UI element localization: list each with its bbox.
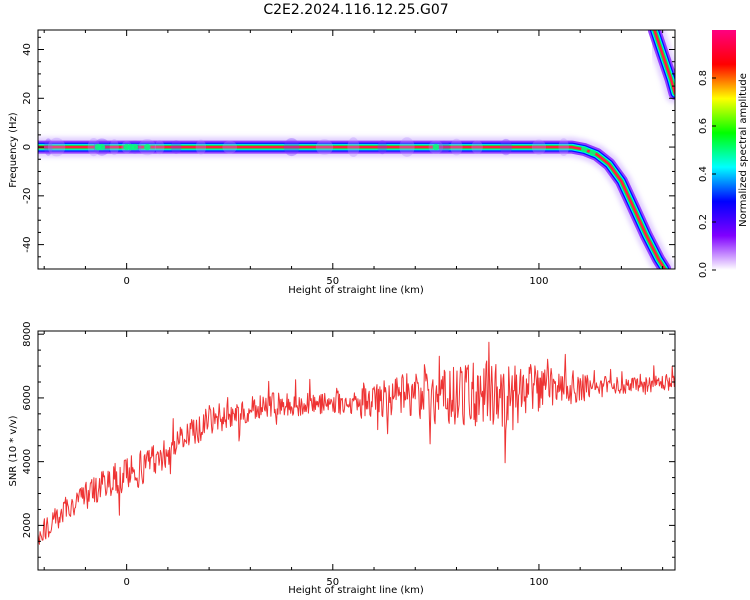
spectrum-blob xyxy=(531,139,547,155)
colorbar-ticks: 0.0 0.2 0.4 0.6 0.8 xyxy=(698,70,716,278)
spectrum-blob xyxy=(44,138,53,156)
snr-x-axis: 0 50 100 xyxy=(43,331,664,588)
colorbar-tick-label: 0.6 xyxy=(698,118,709,134)
x-tick-label: 0 xyxy=(123,276,129,287)
spectrum-spot xyxy=(589,149,596,156)
ridge-core xyxy=(38,145,666,269)
x-tick-label: 50 xyxy=(326,276,339,287)
spectrogram-x-axis-label: Height of straight line (km) xyxy=(288,285,424,296)
y-tick-label: 4000 xyxy=(22,449,33,474)
y-tick-label: 20 xyxy=(22,92,33,105)
snr-x-axis-label: Height of straight line (km) xyxy=(288,585,424,596)
spectrum-blob xyxy=(87,138,100,157)
y-tick-label: 8000 xyxy=(22,321,33,346)
y-tick-label: 6000 xyxy=(22,385,33,410)
x-tick-label: 50 xyxy=(326,577,339,588)
spectrum-blob xyxy=(347,137,360,158)
spectrogram-panel: 0 50 100 -40 -20 0 20 40 Height of straight li… xyxy=(8,29,676,296)
snr-panel: 0 50 100 2000 4000 6000 8000 Height of straig… xyxy=(8,321,676,596)
spectrum-blob xyxy=(438,140,450,154)
spectrum-blob xyxy=(377,140,388,155)
spectrum-spot xyxy=(131,143,139,151)
y-tick-label: 2000 xyxy=(22,513,33,538)
spectrum-blob xyxy=(109,139,119,156)
spectrogram-y-axis: -40 -20 0 20 40 xyxy=(22,36,675,258)
x-tick-label: 100 xyxy=(529,577,548,588)
colorbar: 0.0 0.2 0.4 0.6 0.8 Normalized spectral ampl… xyxy=(698,30,749,278)
colorbar-label: Normalized spectral amplitude xyxy=(738,73,749,227)
spectrum-spot xyxy=(144,143,151,151)
colorbar-tick-label: 0.8 xyxy=(698,70,709,86)
spectrum-blob xyxy=(283,138,300,157)
y-tick-label: 40 xyxy=(22,43,33,56)
snr-plot-area xyxy=(38,331,675,570)
spectrogram-y-axis-label: Frequency (Hz) xyxy=(8,112,19,188)
spectrum-blob xyxy=(450,138,463,156)
spectrogram-heatmap xyxy=(38,30,675,269)
colorbar-tick-label: 0.0 xyxy=(698,262,709,278)
spectrogram-x-axis: 0 50 100 xyxy=(43,30,664,287)
spectrum-blob xyxy=(500,138,512,156)
spectrum-blob xyxy=(195,139,207,155)
spectrum-blob xyxy=(154,140,165,155)
snr-y-axis-label: SNR (10 * v/v) xyxy=(8,415,19,486)
spectrum-blob xyxy=(222,140,237,154)
snr-frame xyxy=(37,330,676,571)
snr-y-axis: 2000 4000 6000 8000 xyxy=(22,321,675,558)
colorbar-tick-label: 0.4 xyxy=(698,166,709,182)
spectrum-blob xyxy=(47,137,66,157)
spectrum-blob xyxy=(471,140,483,155)
spectrum-spot xyxy=(581,146,588,153)
y-tick-label: 0 xyxy=(22,144,33,150)
spectrum-blob xyxy=(399,137,415,157)
y-tick-label: -20 xyxy=(22,188,33,204)
y-tick-label: -40 xyxy=(22,236,33,252)
x-tick-label: 100 xyxy=(529,276,548,287)
snr-series-line xyxy=(38,341,675,545)
spectrum-blob xyxy=(558,138,569,157)
x-tick-label: 0 xyxy=(123,577,129,588)
colorbar-tick-label: 0.2 xyxy=(698,214,709,230)
spectrum-spot xyxy=(98,143,106,151)
figure-title: C2E2.2024.116.12.25.G07 xyxy=(263,2,448,18)
spectrogram-frame xyxy=(37,29,676,270)
colorbar-bar xyxy=(712,30,736,270)
spectrum-blob xyxy=(315,139,334,155)
spectrum-blob xyxy=(170,140,182,154)
spectrum-spot xyxy=(432,143,440,151)
